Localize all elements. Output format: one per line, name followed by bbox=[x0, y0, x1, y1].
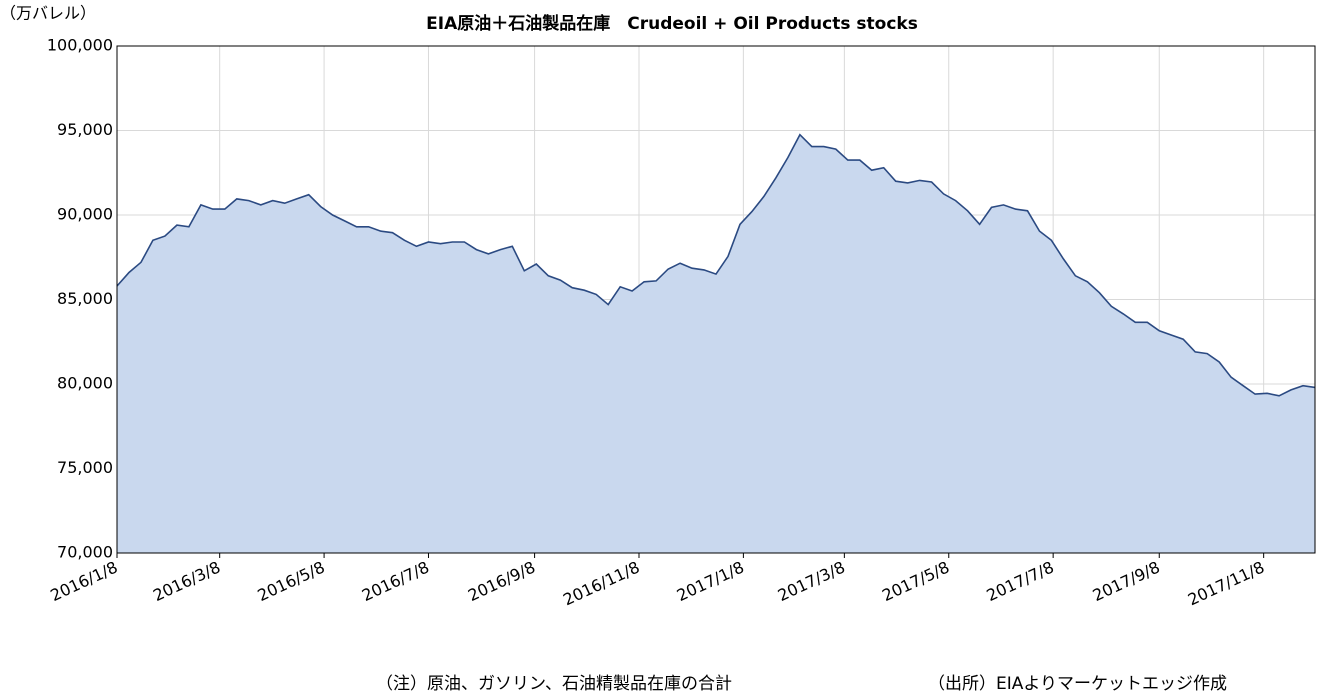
x-tick-label: 2017/5/8 bbox=[879, 557, 952, 605]
line bbox=[116, 133, 1316, 397]
x-tick-label: 2017/7/8 bbox=[984, 557, 1057, 605]
x-tick-label: 2016/7/8 bbox=[359, 557, 432, 605]
area bbox=[117, 134, 1315, 553]
x-tick-label: 2017/11/8 bbox=[1185, 557, 1267, 609]
y-tick-label: 70,000 bbox=[57, 543, 113, 562]
x-tick-label: 2016/9/8 bbox=[465, 557, 538, 605]
y-tick-label: 85,000 bbox=[57, 289, 113, 308]
note: （注）原油、ガソリン、石油精製品在庫の合計 bbox=[376, 674, 732, 694]
x-tick-label: 2016/1/8 bbox=[47, 557, 120, 605]
x-tick-label: 2016/3/8 bbox=[150, 557, 223, 605]
y-tick-label: 90,000 bbox=[57, 205, 113, 224]
x-tick-label: 2016/5/8 bbox=[255, 557, 328, 605]
x-tick-label: 2017/3/8 bbox=[775, 557, 848, 605]
x-tick-label: 2017/9/8 bbox=[1090, 557, 1163, 605]
plot-border bbox=[116, 45, 1316, 554]
source: （出所）EIAよりマーケットエッジ作成 bbox=[928, 674, 1227, 694]
x-tick-label: 2016/11/8 bbox=[560, 557, 642, 609]
y-axis-label: （万バレル） bbox=[0, 4, 96, 23]
chart-title: EIA原油＋石油製品在庫 Crudeoil + Oil Products sto… bbox=[426, 13, 918, 34]
y-tick-label: 80,000 bbox=[57, 374, 113, 393]
x-tick-label: 2017/1/8 bbox=[674, 557, 747, 605]
y-tick-label: 95,000 bbox=[57, 120, 113, 139]
y-tick-label: 100,000 bbox=[47, 36, 113, 55]
y-tick-label: 75,000 bbox=[57, 458, 113, 477]
